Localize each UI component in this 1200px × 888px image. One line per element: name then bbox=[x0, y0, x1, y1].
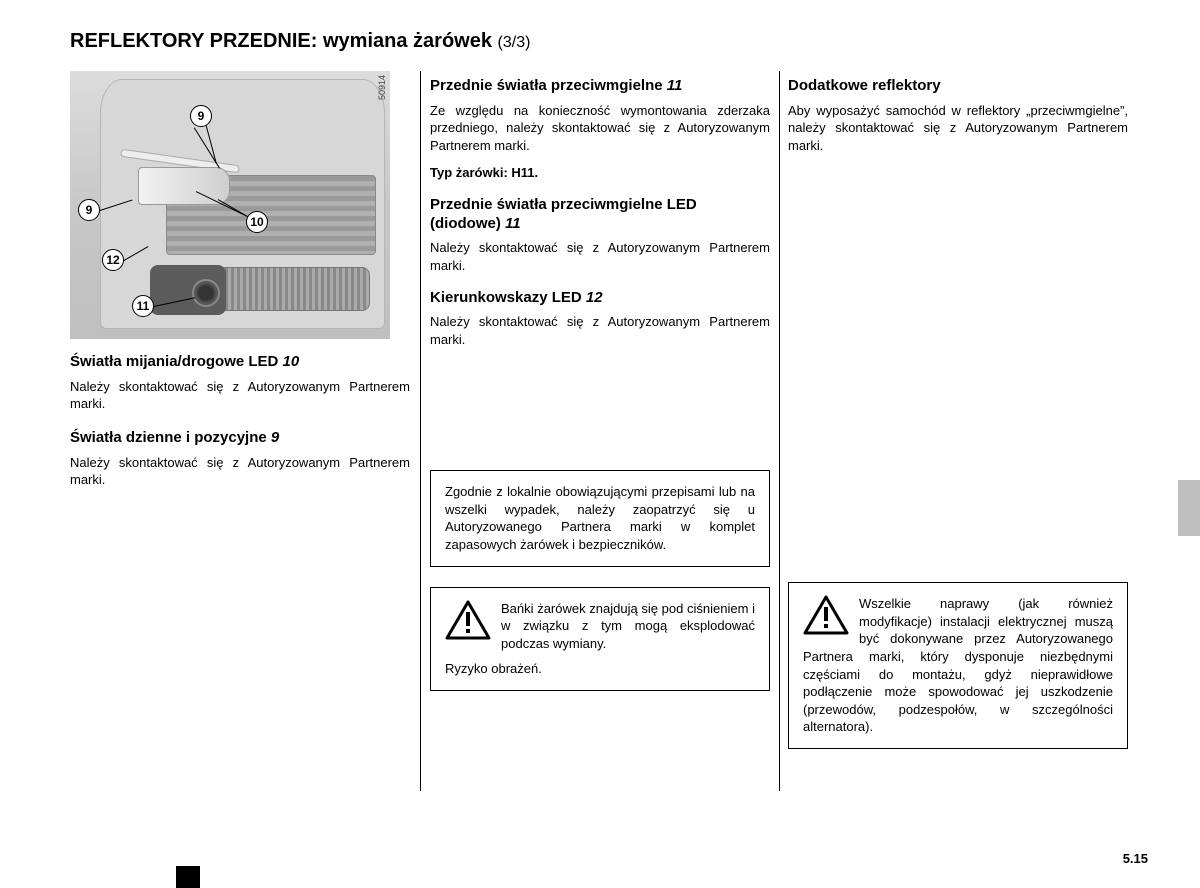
section-body: Należy skontaktować się z Autoryzowanym … bbox=[70, 378, 410, 413]
section-heading-drl9: Światła dzienne i pozycyjne 9 bbox=[70, 429, 410, 448]
section-ref: 12 bbox=[586, 289, 603, 306]
section-title: Światła dzienne i pozycyjne bbox=[70, 429, 267, 446]
section-title: Światła mijania/drogowe LED bbox=[70, 353, 278, 370]
section-heading-turn12: Kierunkowskazy LED 12 bbox=[430, 289, 770, 308]
warning-icon bbox=[445, 600, 493, 642]
section-body: Ze względu na konieczność wymontowania z… bbox=[430, 102, 770, 155]
section-title: Przednie światła przeciwmgielne LED (dio… bbox=[430, 196, 697, 232]
section-ref: 11 bbox=[667, 77, 683, 94]
bulb-type: Typ żarówki: H11. bbox=[430, 164, 770, 182]
column-2: Przednie światła przeciwmgielne 11 Ze wz… bbox=[430, 71, 770, 791]
page-title: REFLEKTORY PRZEDNIE: wymiana żarówek (3/… bbox=[70, 30, 1150, 53]
section-ref: 9 bbox=[271, 429, 279, 446]
foglight-shape bbox=[192, 279, 220, 307]
page-number: 5.15 bbox=[1123, 851, 1148, 866]
headlight-figure: 50914 9 9 10 12 11 bbox=[70, 71, 390, 339]
figure-code: 50914 bbox=[377, 75, 387, 100]
warning-box-electrical: Wszelkie naprawy (jak również modyfikacj… bbox=[788, 582, 1128, 748]
headlight-shape bbox=[138, 167, 230, 205]
callout-10: 10 bbox=[246, 211, 268, 233]
info-box-spares: Zgodnie z lokalnie obowiązującymi przepi… bbox=[430, 470, 770, 566]
callout-12: 12 bbox=[102, 249, 124, 271]
section-title: Dodatkowe reflektory bbox=[788, 77, 941, 94]
info-text: Zgodnie z lokalnie obowiązującymi przepi… bbox=[445, 484, 755, 552]
section-ref: 11 bbox=[505, 215, 521, 232]
title-sub: wymiana żarówek bbox=[323, 30, 492, 52]
warning-box-bulb-pressure: Bańki żarówek znajdują się pod ciśnienie… bbox=[430, 587, 770, 691]
column-divider bbox=[779, 71, 780, 791]
callout-9-top: 9 bbox=[190, 105, 212, 127]
section-body: Aby wyposażyć samochód w reflektory „prz… bbox=[788, 102, 1128, 155]
section-title: Kierunkowskazy LED bbox=[430, 289, 582, 306]
section-title: Przednie światła przeciwmgielne bbox=[430, 77, 663, 94]
side-tab bbox=[1178, 480, 1200, 536]
section-heading-fog11: Przednie światła przeciwmgielne 11 bbox=[430, 77, 770, 96]
section-body: Należy skontaktować się z Autoryzowanym … bbox=[430, 313, 770, 348]
warning-text: Bańki żarówek znajdują się pod ciśnienie… bbox=[501, 601, 755, 651]
warning-risk: Ryzyko obrażeń. bbox=[445, 660, 755, 678]
warning-icon bbox=[803, 595, 851, 637]
column-3: Dodatkowe reflektory Aby wyposażyć samoc… bbox=[788, 71, 1128, 791]
columns: 50914 9 9 10 12 11 Światła mijania/drogo… bbox=[70, 71, 1150, 791]
bottom-index-mark bbox=[176, 866, 200, 888]
callout-9-left: 9 bbox=[78, 199, 100, 221]
callout-11: 11 bbox=[132, 295, 154, 317]
section-heading-fogled11: Przednie światła przeciwmgielne LED (dio… bbox=[430, 196, 770, 234]
section-body: Należy skontaktować się z Autoryzowanym … bbox=[70, 454, 410, 489]
section-heading-additional: Dodatkowe reflektory bbox=[788, 77, 1128, 96]
section-ref: 10 bbox=[283, 353, 300, 370]
title-main: REFLEKTORY PRZEDNIE: bbox=[70, 30, 317, 52]
column-divider bbox=[420, 71, 421, 791]
section-body: Należy skontaktować się z Autoryzowanym … bbox=[430, 239, 770, 274]
section-heading-led10: Światła mijania/drogowe LED 10 bbox=[70, 353, 410, 372]
title-pager: (3/3) bbox=[498, 34, 531, 51]
column-1: 50914 9 9 10 12 11 Światła mijania/drogo… bbox=[70, 71, 410, 791]
